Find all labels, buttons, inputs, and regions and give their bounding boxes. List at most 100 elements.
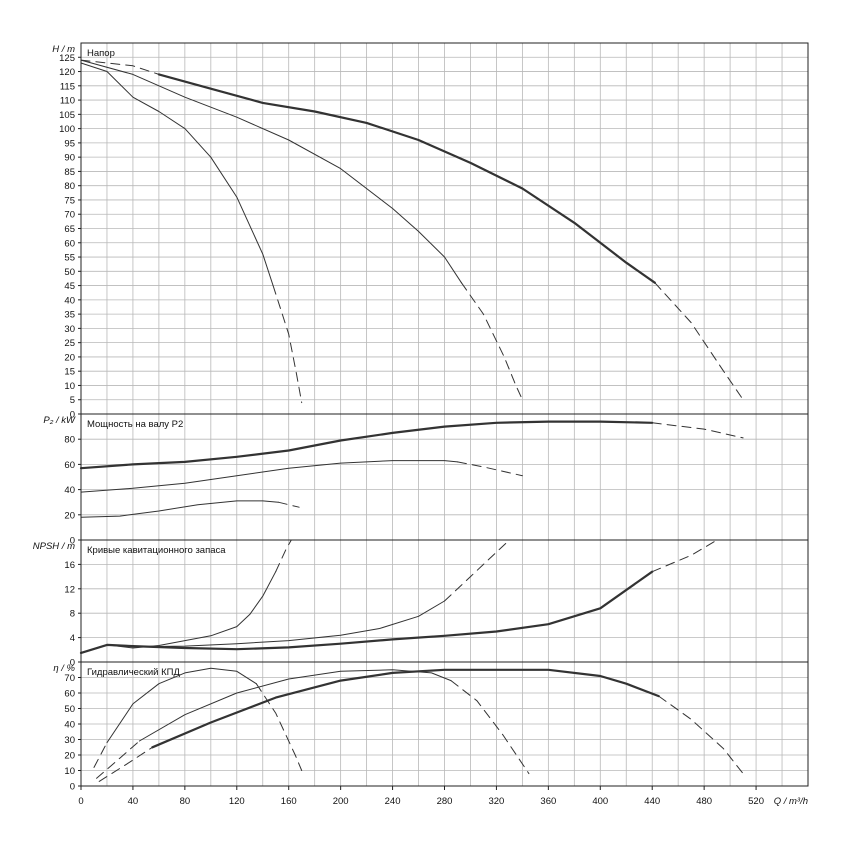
panel-title: Напор xyxy=(87,48,115,59)
series-npsh-1 xyxy=(80,539,292,654)
series-power-3 xyxy=(79,420,744,470)
y-tick-label: 75 xyxy=(64,195,75,206)
y-tick-label: 5 xyxy=(70,395,75,406)
y-tick-label: 10 xyxy=(64,766,75,777)
x-tick-label: 280 xyxy=(437,796,453,807)
y-tick-label: 12 xyxy=(64,584,75,595)
curve-segment-solid xyxy=(80,500,279,518)
curve-segment-solid xyxy=(80,62,274,287)
y-axis-label: η / % xyxy=(53,663,75,674)
y-tick-label: 115 xyxy=(60,81,75,92)
series-head-1 xyxy=(80,62,303,404)
curve-segment-dashed xyxy=(255,683,303,771)
y-tick-label: 35 xyxy=(64,310,75,321)
y-tick-label: 65 xyxy=(64,224,75,235)
curve-segment-dashed xyxy=(272,285,303,404)
y-tick-label: 70 xyxy=(64,210,75,221)
curve-segment-solid xyxy=(80,59,462,284)
series-eff-1 xyxy=(93,667,303,771)
panel-npsh: 0 4 8 12 16 NPSH / m Кривые кавитационного зап… xyxy=(33,539,809,669)
series-eff-3 xyxy=(98,668,744,782)
y-tick-label: 40 xyxy=(64,485,75,496)
y-tick-label: 0 xyxy=(70,782,75,793)
curve-segment-dashed xyxy=(460,282,523,401)
curve-segment-dashed xyxy=(80,59,160,75)
curve-segment-dashed xyxy=(275,539,292,573)
x-tick-label: 40 xyxy=(128,796,139,807)
series-power-1 xyxy=(80,500,300,518)
curve-segment-dashed xyxy=(444,539,510,602)
series-head-3 xyxy=(80,59,744,401)
curve-segment-solid xyxy=(80,460,458,493)
y-tick-label: 40 xyxy=(64,295,75,306)
y-tick-label: 16 xyxy=(64,560,75,571)
x-axis-label: Q / m³/h xyxy=(774,796,808,807)
y-tick-label: 85 xyxy=(64,167,75,178)
curve-segment-solid xyxy=(80,571,277,654)
curve-segment-dashed xyxy=(98,746,153,782)
panel-title: Гидравлический КПД xyxy=(87,667,180,678)
curve-segment-dashed xyxy=(457,461,523,477)
y-tick-label: 125 xyxy=(59,53,75,64)
y-tick-label: 60 xyxy=(64,689,75,700)
x-tick-label: 320 xyxy=(488,796,504,807)
y-tick-label: 110 xyxy=(60,96,75,107)
y-tick-label: 20 xyxy=(64,751,75,762)
x-tick-label: 400 xyxy=(592,796,608,807)
curve-segment-dashed xyxy=(651,422,744,439)
y-tick-label: 60 xyxy=(64,460,75,471)
x-tick-label: 120 xyxy=(229,796,245,807)
series-npsh-3 xyxy=(79,539,718,654)
y-axis-label: P₂ / kW xyxy=(43,415,76,426)
curve-segment-dashed xyxy=(277,501,300,508)
y-tick-label: 0 xyxy=(70,536,75,547)
x-tick-label: 80 xyxy=(180,796,191,807)
x-tick-label: 160 xyxy=(281,796,297,807)
curve-segment-dashed xyxy=(96,740,140,779)
curve-segment-solid xyxy=(106,667,257,744)
curve-segment-solid xyxy=(138,669,452,742)
x-tick-label: 200 xyxy=(333,796,349,807)
panel-title: Мощность на валу P2 xyxy=(87,419,183,430)
y-axis-label: H / m xyxy=(52,44,75,55)
y-tick-label: 80 xyxy=(64,435,75,446)
y-tick-label: 4 xyxy=(70,633,75,644)
y-tick-label: 10 xyxy=(64,381,75,392)
y-tick-label: 100 xyxy=(59,124,75,135)
y-tick-label: 50 xyxy=(64,267,75,278)
curve-segment-solid xyxy=(157,73,656,284)
curve-segment-dashed xyxy=(658,695,744,775)
panel-head: 0 5 10 15 20 25 30 35 40 45 50 55 60 65 70 75 80 85 90 95 10… xyxy=(52,42,809,421)
y-tick-label: 20 xyxy=(64,352,75,363)
y-tick-label: 15 xyxy=(64,367,75,378)
y-tick-label: 55 xyxy=(64,253,75,264)
y-tick-label: 30 xyxy=(64,735,75,746)
y-tick-label: 80 xyxy=(64,181,75,192)
y-tick-label: 45 xyxy=(64,281,75,292)
y-tick-label: 8 xyxy=(70,609,75,620)
x-tick-label: 520 xyxy=(748,796,764,807)
x-tick-label: 240 xyxy=(385,796,401,807)
y-tick-label: 0 xyxy=(70,658,75,669)
x-tick-label: 360 xyxy=(540,796,556,807)
y-tick-label: 95 xyxy=(64,138,75,149)
x-tick-label: 480 xyxy=(696,796,712,807)
y-tick-label: 60 xyxy=(64,238,75,249)
curve-segment-dashed xyxy=(654,282,744,401)
y-tick-label: 25 xyxy=(64,338,75,349)
y-tick-label: 40 xyxy=(64,720,75,731)
curve-segment-dashed xyxy=(450,680,530,775)
series-head-2 xyxy=(80,59,523,401)
y-axis-label: NPSH / m xyxy=(33,541,75,552)
y-tick-label: 105 xyxy=(59,110,75,121)
y-tick-label: 90 xyxy=(64,153,75,164)
curve-segment-solid xyxy=(79,420,654,470)
y-tick-label: 30 xyxy=(64,324,75,335)
x-tick-label: 440 xyxy=(644,796,660,807)
y-tick-label: 50 xyxy=(64,704,75,715)
x-tick-label: 0 xyxy=(78,796,83,807)
y-tick-label: 70 xyxy=(64,673,75,684)
panel-power: 0 20 40 60 80 P₂ / kW Мощность на валу P2 xyxy=(43,413,809,547)
series-eff-2 xyxy=(96,669,530,779)
